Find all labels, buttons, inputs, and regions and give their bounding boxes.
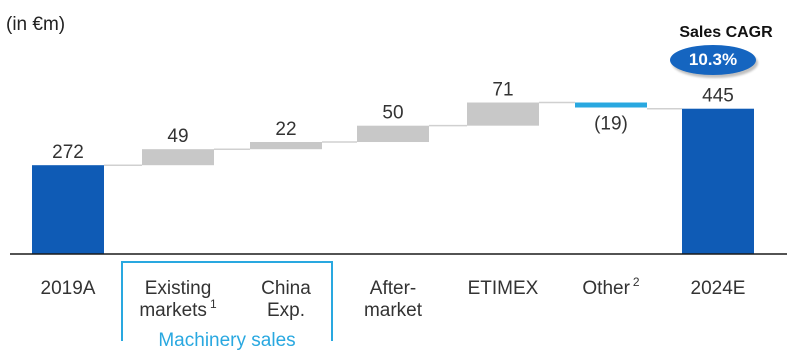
machinery-sales-bracket	[121, 261, 333, 341]
category-label-2024E: 2024E	[691, 278, 746, 299]
category-label-aftermarket: market	[364, 300, 423, 321]
category-label-aftermarket: After-	[370, 278, 416, 299]
category-label-existing: Existing	[145, 278, 212, 299]
category-label-2019A: 2019A	[41, 278, 96, 299]
bar-china	[250, 142, 322, 150]
bar-2019A	[32, 165, 104, 254]
bar-aftermarket	[357, 125, 429, 143]
category-label-china: Exp.	[267, 300, 305, 321]
cagr-badge: 10.3%	[670, 45, 756, 75]
unit-label: (in €m)	[6, 14, 66, 35]
value-label-aftermarket: 50	[382, 103, 403, 124]
value-label-2024E: 445	[702, 86, 734, 107]
cagr-label: Sales CAGR	[679, 24, 773, 41]
machinery-sales-label: Machinery sales	[140, 330, 314, 352]
bar-existing	[142, 149, 214, 166]
category-label-other: Other 2	[582, 275, 640, 299]
category-label-etimex: ETIMEX	[468, 278, 539, 299]
value-label-etimex: 71	[492, 80, 513, 101]
value-label-2019A: 272	[52, 142, 84, 163]
value-label-existing: 49	[167, 126, 188, 147]
value-label-china: 22	[275, 119, 296, 140]
bar-etimex	[467, 102, 539, 126]
bar-2024E	[682, 108, 754, 255]
value-label-other: (19)	[594, 114, 628, 135]
category-label-china: China	[261, 278, 311, 299]
bar-other	[575, 102, 647, 108]
category-label-existing: markets 1	[139, 297, 217, 321]
